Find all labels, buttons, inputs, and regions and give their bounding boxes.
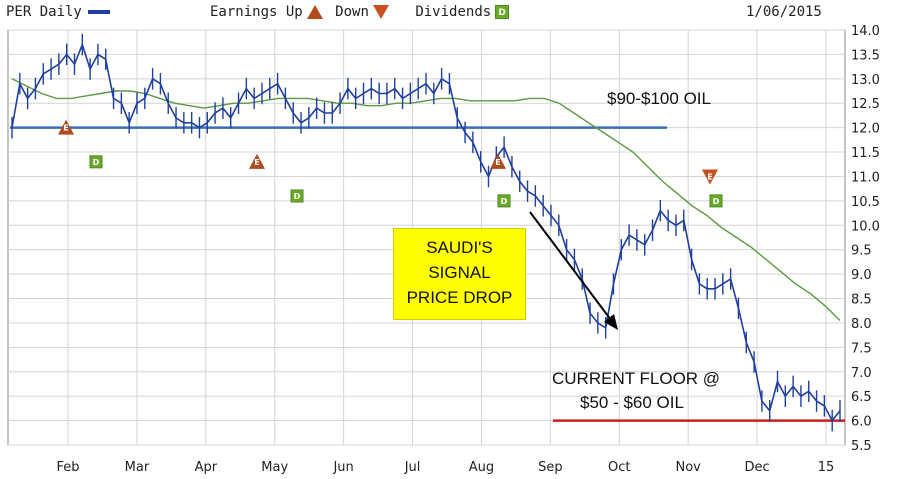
- price-series: [11, 33, 841, 432]
- y-tick-label: 7.5: [851, 341, 872, 356]
- dividend-marker: D: [709, 194, 723, 208]
- earnings-up-icon: [58, 119, 74, 135]
- x-tick-label: Oct: [608, 460, 630, 475]
- y-tick-label: 13.0: [851, 73, 880, 88]
- dividend-icon: [709, 194, 723, 208]
- earnings-up-label: Earnings Up: [210, 4, 303, 20]
- dividend-marker: D: [497, 194, 511, 208]
- series-label: PER Daily: [6, 4, 110, 20]
- earnings-up-icon: [490, 153, 506, 169]
- y-tick-label: 8.0: [851, 317, 872, 332]
- dividend-icon: [497, 194, 511, 208]
- saudi-line2: SIGNAL: [428, 263, 491, 282]
- floor-annotation-line1: CURRENT FLOOR @: [552, 369, 720, 388]
- x-tick-label: May: [261, 460, 288, 475]
- x-tick-label: Aug: [469, 460, 494, 475]
- y-tick-label: 6.5: [851, 390, 872, 405]
- x-tick-label: Jul: [404, 460, 421, 475]
- earnings-down-icon: [372, 5, 389, 19]
- event-marker-label: D: [501, 197, 508, 206]
- event-marker-label: D: [93, 158, 100, 167]
- dividend-icon: [290, 189, 304, 203]
- y-tick-label: 5.5: [851, 439, 872, 454]
- y-tick-label: 11.5: [851, 146, 880, 161]
- y-tick-label: 14.0: [851, 24, 880, 39]
- reference-lines: [10, 126, 845, 422]
- chart-date: 1/06/2015: [746, 4, 822, 20]
- x-tick-label: Apr: [195, 460, 218, 475]
- x-tick-label: Sep: [538, 460, 563, 475]
- earnings-down-marker: E: [702, 169, 718, 185]
- earnings-up-icon: [306, 5, 323, 19]
- y-tick-label: 7.0: [851, 366, 872, 381]
- saudi-signal-box: SAUDI'S SIGNAL PRICE DROP: [393, 228, 526, 320]
- x-axis-ticks: Feb Mar Apr May Jun Jul Aug Sep Oct Nov Dec 15: [56, 460, 834, 475]
- y-tick-label: 11.0: [851, 170, 880, 185]
- price-legend-swatch: [87, 10, 110, 14]
- y-axis-ticks: 14.0 13.5 13.0 12.5 12.0 11.5 11.0 10.5 10.0 9.5 9…: [851, 24, 880, 454]
- earnings-up-marker: E: [58, 119, 74, 135]
- event-marker-label: E: [707, 172, 712, 181]
- y-tick-label: 8.5: [851, 293, 872, 308]
- y-tick-label: 12.5: [851, 97, 880, 112]
- arrow-head-icon: [604, 314, 618, 330]
- event-marker-label: E: [63, 124, 68, 133]
- saudi-line1: SAUDI'S: [426, 238, 493, 257]
- dividend-marker: D: [89, 155, 103, 169]
- legend-events: Earnings Up Down Dividends D: [210, 4, 513, 20]
- x-tick-label: Nov: [675, 460, 701, 475]
- earnings-up-icon: [249, 153, 265, 169]
- dividends-label: Dividends: [415, 4, 492, 20]
- moving-average-line: [11, 78, 841, 321]
- y-tick-label: 10.0: [851, 219, 880, 234]
- event-markers: E D E D E D E D: [58, 119, 723, 208]
- earnings-down-icon: [702, 169, 718, 185]
- event-marker-label: D: [294, 192, 301, 201]
- earnings-up-marker: E: [249, 153, 265, 169]
- floor-annotation-line2: $50 - $60 OIL: [580, 393, 684, 412]
- earnings-down-label: Down: [335, 4, 369, 20]
- x-tick-label: Dec: [745, 460, 770, 475]
- y-tick-label: 10.5: [851, 195, 880, 210]
- y-tick-label: 6.0: [851, 415, 872, 430]
- y-tick-label: 9.0: [851, 268, 872, 283]
- x-tick-label: Feb: [56, 460, 79, 475]
- dividend-icon: D: [495, 5, 510, 19]
- x-tick-label: Mar: [125, 460, 150, 475]
- event-marker-label: E: [495, 158, 500, 167]
- dividend-icon: [89, 155, 103, 169]
- x-tick-label: Jun: [332, 460, 353, 475]
- event-marker-label: E: [254, 158, 259, 167]
- y-tick-label: 12.0: [851, 122, 880, 137]
- arrow-shaft: [529, 211, 615, 325]
- earnings-up-marker: E: [490, 153, 506, 169]
- saudi-line3: PRICE DROP: [406, 288, 513, 307]
- y-tick-label: 13.5: [851, 48, 880, 63]
- y-tick-label: 9.5: [851, 244, 872, 259]
- dividend-marker: D: [290, 189, 304, 203]
- moving-average-series: [11, 78, 841, 321]
- event-marker-label: D: [713, 197, 720, 206]
- oil-high-annotation: $90-$100 OIL: [607, 89, 711, 108]
- trend-arrow: [529, 211, 618, 330]
- series-label-text: PER Daily: [6, 4, 82, 20]
- x-tick-label: 15: [818, 460, 835, 475]
